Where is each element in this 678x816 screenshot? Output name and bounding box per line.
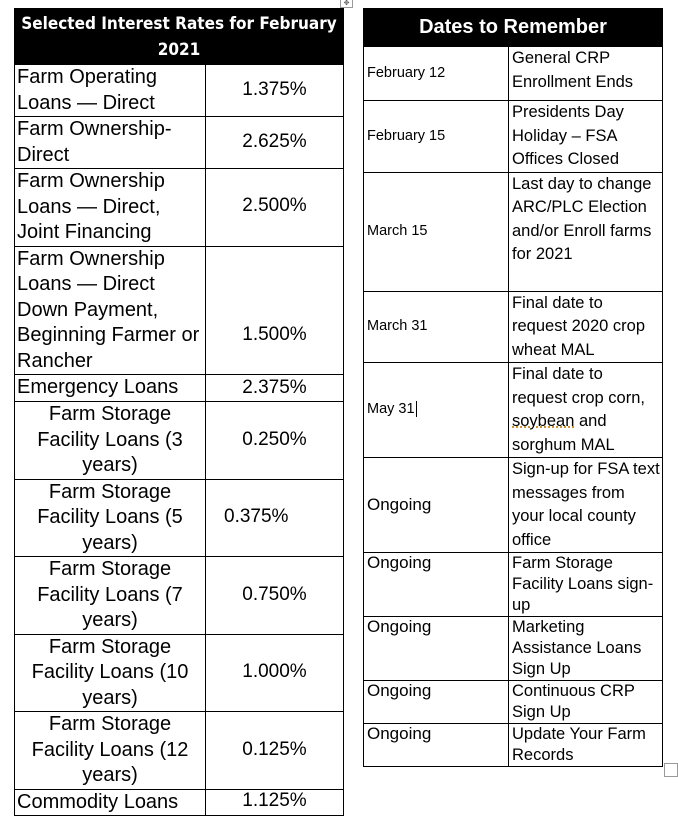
table-row: May 31 Final date to request crop corn, s… [363,362,663,458]
table-row: March 31 Final date to request 2020 crop … [363,290,663,363]
table-row: Ongoing Marketing Assistance Loans Sign U… [363,616,663,681]
loan-rate[interactable]: 1.375% [205,64,344,117]
table-row: Ongoing Sign-up for FSA text messages fro… [363,457,663,553]
event-date[interactable]: February 12 [363,46,509,101]
table-row: Commodity Loans 1.125% [14,788,344,816]
table-row: Farm Ownership Loans — Direct Down Payme… [14,245,344,375]
event-date-text: May 31 [367,401,415,418]
dates-table-title: Dates to Remember [363,8,663,47]
dates-to-remember-table: Dates to Remember February 12 General CRP… [363,8,663,767]
loan-rate[interactable]: 2.500% [205,168,344,247]
loan-name[interactable]: Farm Storage Facility Loans (12 years) [14,711,206,790]
event-description[interactable]: Presidents Day Holiday – FSA Offices Clo… [508,100,663,173]
loan-rate[interactable]: 0.375% [205,478,344,557]
table-move-handle[interactable]: ✥ [340,0,353,8]
event-date[interactable]: Ongoing [363,680,509,724]
loan-rate[interactable]: 0.750% [205,556,344,635]
loan-rate[interactable]: 1.000% [205,633,344,712]
event-description[interactable]: Final date to request 2020 crop wheat MA… [508,290,663,363]
loan-name[interactable]: Emergency Loans [14,374,206,402]
event-description[interactable]: Marketing Assistance Loans Sign Up [508,616,663,681]
table-row: February 12 General CRP Enrollment Ends [363,46,663,101]
loan-name[interactable]: Farm Storage Facility Loans (3 years) [14,401,206,480]
text-cursor [415,401,417,418]
event-description[interactable]: Continuous CRP Sign Up [508,680,663,724]
table-row: March 15 Last day to change ARC/PLC Elect… [363,171,663,292]
event-description[interactable]: Final date to request crop corn, soybean… [508,362,663,458]
table-row: February 15 Presidents Day Holiday – FSA … [363,100,663,173]
table-row: Farm Storage Facility Loans (10 years) 1.… [14,633,344,712]
loan-name[interactable]: Farm Storage Facility Loans (5 years) [14,478,206,557]
event-date[interactable]: Ongoing [363,616,509,681]
event-description[interactable]: Last day to change ARC/PLC Election and/… [508,171,663,292]
loan-rate[interactable]: 2.625% [205,116,344,169]
table-row: Farm Storage Facility Loans (12 years) 0.… [14,711,344,790]
table-row: Ongoing Continuous CRP Sign Up [363,680,663,724]
event-date[interactable]: Ongoing [363,723,509,767]
event-date[interactable]: Ongoing [363,552,509,617]
table-row: Ongoing Update Your Farm Records [363,723,663,767]
table-row: Farm Storage Facility Loans (5 years) 0.3… [14,478,344,557]
event-date[interactable]: March 15 [363,171,509,292]
interest-rates-table: Selected Interest Rates for February 202… [14,8,344,816]
loan-rate[interactable]: 0.250% [205,401,344,480]
rates-table-title: Selected Interest Rates for February 202… [14,8,344,65]
loan-rate[interactable]: 1.125% [205,788,344,816]
loan-name[interactable]: Commodity Loans [14,788,206,816]
loan-name[interactable]: Farm Storage Facility Loans (10 years) [14,633,206,712]
table-row: Farm Ownership-Direct 2.625% [14,116,344,169]
event-description[interactable]: Sign-up for FSA text messages from your … [508,457,663,553]
loan-rate[interactable]: 1.500% [205,245,344,375]
table-resize-handle[interactable] [664,763,678,777]
event-text: Final date to request crop corn, [512,365,645,407]
loan-name[interactable]: Farm Operating Loans — Direct [14,64,206,117]
loan-name[interactable]: Farm Ownership-Direct [14,116,206,169]
table-row: Farm Ownership Loans — Direct, Joint Fin… [14,168,344,247]
table-row: Ongoing Farm Storage Facility Loans sign-… [363,552,663,617]
event-description[interactable]: Update Your Farm Records [508,723,663,767]
event-date[interactable]: March 31 [363,290,509,363]
table-row: Farm Storage Facility Loans (7 years) 0.7… [14,556,344,635]
event-date[interactable]: Ongoing [363,457,509,553]
loan-name[interactable]: Farm Ownership Loans — Direct, Joint Fin… [14,168,206,247]
table-row: Farm Storage Facility Loans (3 years) 0.2… [14,401,344,480]
event-date[interactable]: May 31 [363,362,509,458]
loan-name[interactable]: Farm Ownership Loans — Direct Down Payme… [14,245,206,375]
event-date[interactable]: February 15 [363,100,509,173]
loan-rate[interactable]: 0.125% [205,711,344,790]
spellcheck-flagged-word[interactable]: soybean [512,412,575,430]
table-row: Emergency Loans 2.375% [14,374,344,402]
table-row: Farm Operating Loans — Direct 1.375% [14,64,344,117]
loan-rate[interactable]: 2.375% [205,374,344,402]
event-description[interactable]: Farm Storage Facility Loans sign-up [508,552,663,617]
event-text: and sorghum MAL [512,412,615,454]
event-description[interactable]: General CRP Enrollment Ends [508,46,663,101]
loan-name[interactable]: Farm Storage Facility Loans (7 years) [14,556,206,635]
